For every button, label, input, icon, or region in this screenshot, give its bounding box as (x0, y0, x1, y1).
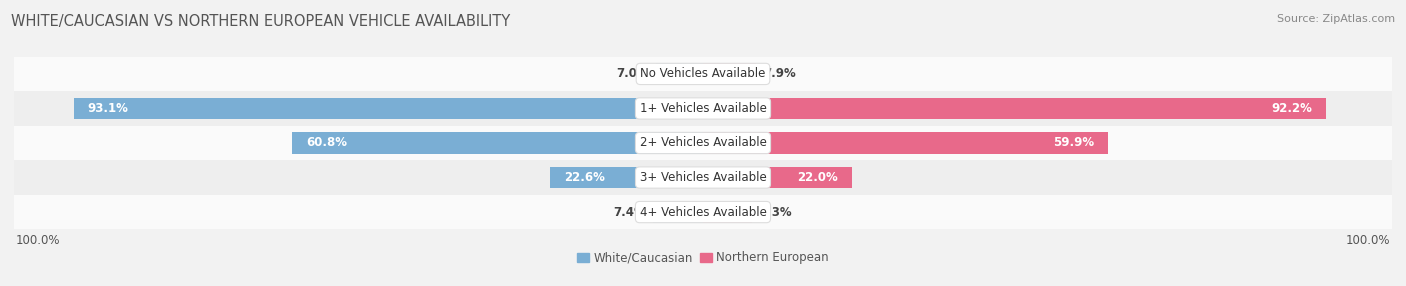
Bar (14, 57, 1392, 91)
Bar (292, 132, 703, 154)
Bar (14, 195, 1392, 229)
Text: 3+ Vehicles Available: 3+ Vehicles Available (640, 171, 766, 184)
Text: 100.0%: 100.0% (1346, 234, 1391, 247)
Text: 59.9%: 59.9% (1053, 136, 1094, 150)
Bar (703, 63, 756, 85)
Bar (550, 167, 703, 188)
Text: 1+ Vehicles Available: 1+ Vehicles Available (640, 102, 766, 115)
Text: No Vehicles Available: No Vehicles Available (640, 67, 766, 80)
Bar (652, 201, 703, 223)
Text: 22.0%: 22.0% (797, 171, 838, 184)
Text: 22.6%: 22.6% (564, 171, 605, 184)
Text: 7.9%: 7.9% (763, 67, 796, 80)
Text: 92.2%: 92.2% (1271, 102, 1312, 115)
Bar (14, 91, 1392, 126)
Bar (655, 63, 703, 85)
Text: 4+ Vehicles Available: 4+ Vehicles Available (640, 206, 766, 219)
Text: Source: ZipAtlas.com: Source: ZipAtlas.com (1277, 14, 1395, 24)
Bar (75, 98, 703, 119)
Bar (703, 132, 1108, 154)
Bar (703, 167, 852, 188)
Text: 2+ Vehicles Available: 2+ Vehicles Available (640, 136, 766, 150)
Bar (703, 98, 1326, 119)
Text: 7.0%: 7.0% (616, 67, 650, 80)
Bar (14, 160, 1392, 195)
Text: 60.8%: 60.8% (307, 136, 347, 150)
Text: WHITE/CAUCASIAN VS NORTHERN EUROPEAN VEHICLE AVAILABILITY: WHITE/CAUCASIAN VS NORTHERN EUROPEAN VEH… (11, 14, 510, 29)
Bar (14, 126, 1392, 160)
Bar (703, 201, 752, 223)
Text: 7.4%: 7.4% (613, 206, 647, 219)
Text: 100.0%: 100.0% (15, 234, 60, 247)
Text: 93.1%: 93.1% (87, 102, 128, 115)
Text: 7.3%: 7.3% (759, 206, 792, 219)
Legend: White/Caucasian, Northern European: White/Caucasian, Northern European (572, 247, 834, 269)
